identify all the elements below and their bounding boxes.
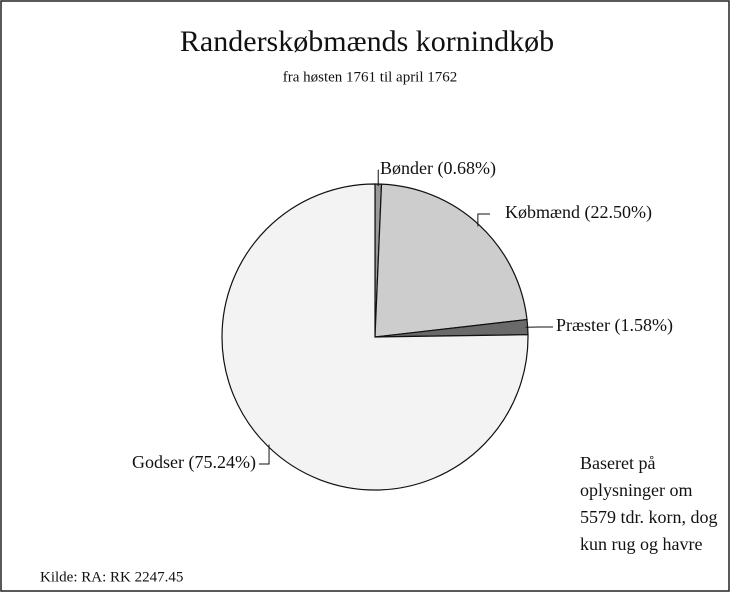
- pie-slice: [221, 183, 529, 491]
- chart-subtitle: fra høsten 1761 til april 1762: [283, 69, 458, 85]
- slice-label: Præster (1.58%): [556, 315, 673, 336]
- chart-title: Randerskøbmænds kornindkøb: [180, 25, 554, 58]
- slice-label: Bønder (0.68%): [380, 158, 496, 179]
- slice-label: Godser (75.24%): [132, 452, 256, 473]
- note-line: oplysninger om: [580, 480, 693, 500]
- leader-line: [477, 213, 490, 227]
- pie-slice: [374, 183, 528, 338]
- note-line: kun rug og havre: [580, 534, 702, 554]
- leader-line: [259, 444, 270, 465]
- note-line: Baseret på: [580, 453, 655, 473]
- slice-label: Købmænd (22.50%): [505, 202, 652, 223]
- note-line: 5579 tdr. korn, dog: [580, 507, 718, 527]
- source: Kilde: RA: RK 2247.45: [40, 569, 183, 585]
